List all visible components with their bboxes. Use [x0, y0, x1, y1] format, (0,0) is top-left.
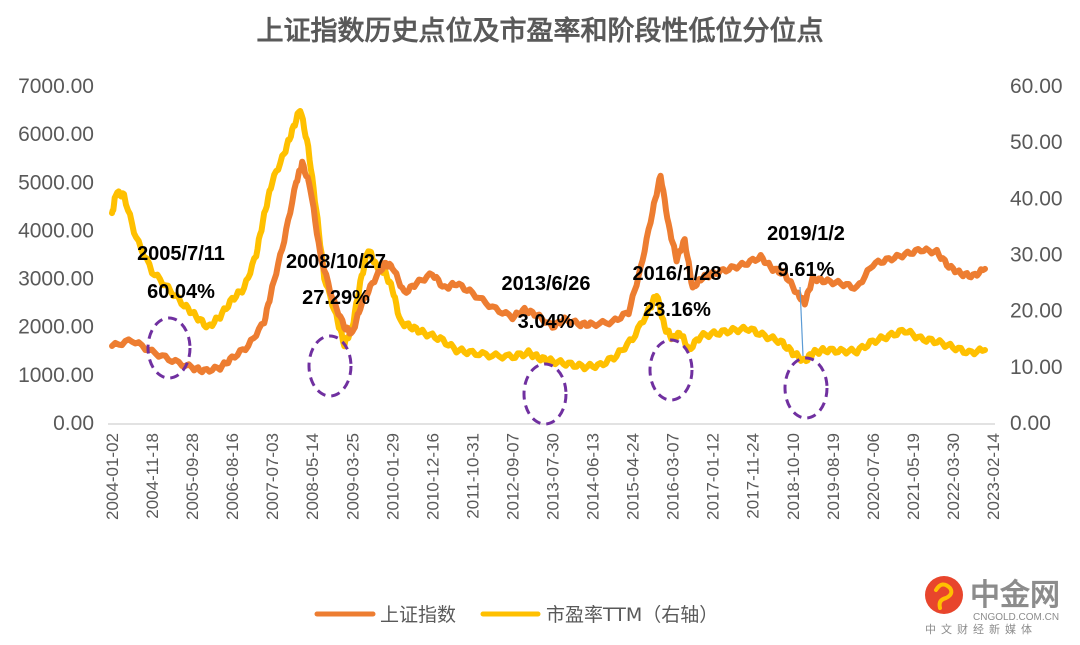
watermark-tagline: 中文财经新媒体 [925, 622, 1037, 636]
x-tick-label: 2011-10-31 [463, 433, 482, 519]
x-tick-label: 2015-04-24 [624, 433, 643, 520]
x-tick-label: 2012-09-07 [503, 433, 522, 520]
watermark-domain: CNGOLD.COM.CN [973, 612, 1059, 623]
annotation-percentile: 60.04% [147, 281, 215, 303]
legend-label-index: 上证指数 [380, 604, 456, 626]
x-tick-label: 2017-11-24 [744, 433, 763, 519]
y-right-tick-label: 40.00 [1010, 187, 1063, 210]
x-tick-label: 2010-12-16 [423, 433, 442, 520]
x-tick-label: 2005-09-28 [183, 433, 202, 520]
y-left-tick-label: 0.00 [53, 412, 94, 435]
watermark-name: 中金网 [970, 578, 1060, 613]
low-point-annotation: 2019/1/2 9.61% [767, 223, 845, 420]
y-left-tick-label: 7000.00 [18, 75, 94, 98]
x-tick-label: 2006-08-16 [223, 433, 242, 520]
low-point-circle [648, 338, 694, 402]
annotation-layer: 2005/7/11 60.04% 2008/10/27 27.29% 2013/6/26… [137, 223, 845, 426]
left-axis: 0.00 1000.00 2000.00 3000.00 4000.00 5000.00 6… [18, 75, 94, 435]
low-point-circle [783, 356, 829, 420]
y-left-tick-label: 6000.00 [18, 123, 94, 146]
y-right-tick-label: 50.00 [1010, 131, 1063, 154]
annotation-date: 2019/1/2 [767, 223, 845, 245]
y-right-tick-label: 10.00 [1010, 356, 1063, 379]
x-tick-label: 2009-03-25 [343, 433, 362, 520]
y-right-tick-label: 30.00 [1010, 244, 1063, 267]
x-tick-label: 2004-11-18 [143, 433, 162, 519]
x-tick-label: 2007-07-03 [263, 433, 282, 520]
annotation-leader-line [799, 286, 804, 357]
y-right-tick-label: 20.00 [1010, 300, 1063, 323]
x-tick-label: 2023-02-14 [984, 433, 1003, 520]
x-axis: 2004-01-02 2004-11-18 2005-09-28 2006-08-16… [103, 433, 1003, 520]
annotation-date: 2013/6/26 [502, 273, 591, 295]
low-point-annotation: 2013/6/26 3.04% [502, 273, 591, 426]
series-layer [109, 108, 988, 376]
annotation-percentile: 9.61% [778, 259, 835, 281]
y-left-tick-label: 1000.00 [18, 364, 94, 387]
low-point-circle [307, 334, 353, 398]
x-tick-label: 2016-03-07 [664, 433, 683, 520]
x-tick-label: 2010-01-29 [383, 433, 402, 520]
right-axis: 0.00 10.00 20.00 30.00 40.00 50.00 60.00 [1010, 75, 1063, 435]
low-point-annotation: 2016/1/28 23.16% [633, 263, 722, 402]
x-tick-label: 2020-07-06 [864, 433, 883, 520]
y-left-tick-label: 4000.00 [18, 219, 94, 242]
pe-series-line [109, 108, 988, 373]
annotation-date: 2005/7/11 [137, 243, 225, 265]
x-tick-label: 2008-05-14 [303, 433, 322, 520]
annotation-percentile: 3.04% [518, 311, 575, 333]
low-point-circle [522, 362, 568, 426]
watermark: 中金网 CNGOLD.COM.CN 中文财经新媒体 [925, 576, 1060, 636]
low-point-circle [146, 316, 192, 380]
x-tick-label: 2017-01-12 [704, 433, 723, 520]
index-series-line [109, 158, 988, 376]
legend-label-pe: 市盈率TTM（右轴） [546, 604, 718, 626]
annotation-percentile: 23.16% [643, 299, 711, 321]
y-left-tick-label: 3000.00 [18, 268, 94, 291]
annotation-percentile: 27.29% [302, 287, 370, 309]
low-point-annotation: 2005/7/11 60.04% [137, 243, 225, 380]
x-tick-label: 2013-07-30 [544, 433, 563, 520]
x-tick-label: 2022-03-30 [944, 433, 963, 520]
annotation-date: 2016/1/28 [633, 263, 722, 285]
y-right-tick-label: 0.00 [1010, 412, 1051, 435]
cngold-logo-swirl-icon [934, 582, 954, 610]
low-point-annotation: 2008/10/27 27.29% [286, 251, 386, 398]
x-tick-label: 2019-08-19 [824, 433, 843, 520]
cngold-logo-icon [925, 576, 963, 614]
x-tick-label: 2004-01-02 [103, 433, 122, 520]
x-tick-label: 2014-06-13 [584, 433, 603, 520]
annotation-date: 2008/10/27 [286, 251, 386, 273]
y-right-tick-label: 60.00 [1010, 75, 1063, 98]
legend: 上证指数 市盈率TTM（右轴） [314, 604, 718, 626]
x-tick-label: 2021-05-19 [904, 433, 923, 520]
y-left-tick-label: 5000.00 [18, 171, 94, 194]
y-left-tick-label: 2000.00 [18, 316, 94, 339]
x-tick-label: 2018-10-10 [784, 433, 803, 520]
chart-title: 上证指数历史点位及市盈率和阶段性低位分位点 [257, 15, 824, 47]
